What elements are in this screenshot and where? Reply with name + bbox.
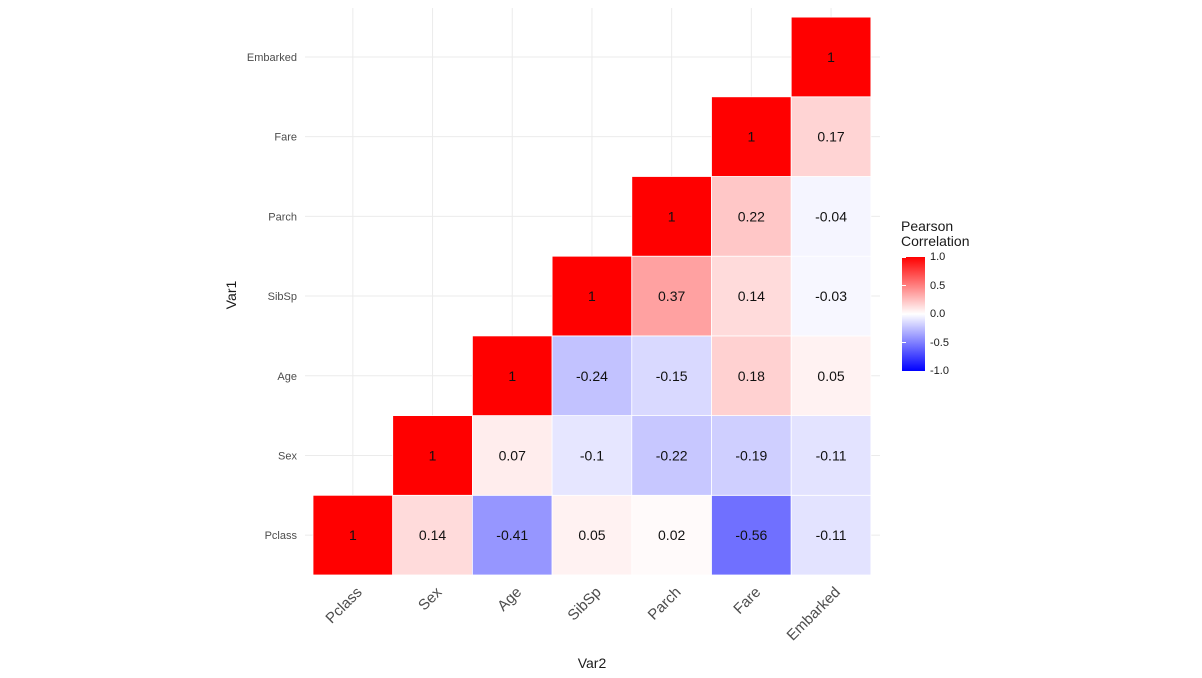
y-tick-label-age: Age (277, 371, 297, 383)
heatmap-tile-sibsp-parch (631, 255, 712, 337)
y-tick-label-embarked: Embarked (247, 52, 297, 64)
tile-value-label: 1 (668, 208, 676, 224)
tile-value-label: 1 (827, 49, 835, 65)
y-tick-label-pclass: Pclass (265, 530, 298, 542)
legend-tick-mark (902, 370, 906, 372)
x-tick-label-parch: Parch (645, 584, 685, 624)
tile-value-label: 0.14 (738, 288, 765, 304)
heatmap-tile-sex-embarked (790, 415, 872, 496)
tile-value-label: 0.05 (578, 527, 605, 543)
legend-colorbar (902, 257, 925, 371)
tile-value-label: 0.05 (817, 368, 844, 384)
tile-value-label: -0.11 (816, 527, 847, 543)
tile-value-label: 1 (588, 288, 596, 304)
legend-tick-mark (902, 342, 906, 343)
tile-value-label: -0.19 (735, 447, 767, 463)
y-axis: Pclass Sex Age SibSp Parch Fare Embarked (247, 52, 298, 542)
heatmap-tile-sex-fare (711, 415, 792, 496)
heatmap-tile-age-sibsp (551, 335, 633, 416)
tile-value-label: -0.22 (656, 447, 688, 463)
legend-tick-mark (902, 256, 906, 258)
heatmap-tile-sibsp-sibsp (551, 255, 633, 337)
heatmap-tile-fare-fare (711, 96, 792, 177)
y-tick-label-parch: Parch (268, 211, 297, 223)
y-tick-label-sex: Sex (278, 450, 297, 462)
legend-tick-label: -1.0 (930, 365, 949, 377)
tile-value-label: -0.24 (576, 368, 608, 384)
legend-tick-label: 1.0 (930, 251, 946, 263)
x-axis-title: Var2 (578, 655, 607, 671)
heatmap-tile-age-fare (711, 335, 792, 416)
tile-value-label: -0.11 (816, 447, 847, 463)
tile-value-label: 1 (349, 527, 357, 543)
heatmap-tiles (312, 16, 872, 576)
tile-value-label: 0.37 (658, 288, 685, 304)
tile-value-label: 0.02 (658, 527, 685, 543)
legend-tick-label: -0.5 (930, 336, 949, 349)
heatmap-tile-parch-fare (711, 176, 792, 257)
x-tick-label-sex: Sex (415, 583, 446, 614)
legend-tick-mark (902, 313, 906, 315)
tile-labels: 1 0.14 -0.41 0.05 0.02 -0.56 -0.11 1 0.07 -0.1 -0.… (349, 49, 847, 543)
y-tick-label-fare: Fare (274, 132, 297, 144)
legend-title: Pearson Correlation (901, 219, 969, 249)
x-tick-label-age: Age (494, 584, 525, 615)
heatmap-tile-fare-embarked (790, 96, 872, 177)
legend-tick-label: 0.5 (930, 279, 946, 292)
x-tick-label-embarked: Embarked (784, 584, 844, 644)
tile-value-label: -0.15 (656, 368, 688, 384)
tile-value-label: -0.04 (815, 208, 847, 224)
x-tick-label-pclass: Pclass (322, 584, 365, 627)
heatmap-tile-sibsp-embarked (790, 255, 872, 337)
y-axis-title: Var1 (223, 281, 239, 310)
legend-title-line2: Correlation (901, 233, 970, 249)
heatmap-tile-sibsp-fare (711, 255, 792, 337)
tile-value-label: 1 (429, 447, 437, 463)
tile-value-label: 0.07 (499, 447, 526, 463)
y-tick-label-sibsp: SibSp (268, 291, 297, 303)
heatmap-tile-pclass-age (471, 494, 553, 576)
heatmap-tile-embarked-embarked (790, 16, 872, 98)
tile-value-label: 0.22 (738, 208, 765, 224)
legend-tick-label: 0.0 (930, 308, 946, 320)
tile-value-label: 0.17 (817, 129, 844, 145)
heatmap-tile-sex-sex (392, 415, 473, 496)
tile-value-label: -0.03 (815, 288, 847, 304)
heatmap-tile-pclass-parch (631, 494, 712, 576)
legend-title-line1: Pearson (901, 218, 954, 234)
heatmap-tile-pclass-embarked (790, 494, 872, 576)
legend-tick-mark (902, 285, 906, 286)
tile-value-label: 0.18 (738, 368, 765, 384)
heatmap-tile-sex-age (471, 415, 553, 496)
heatmap-tile-age-embarked (790, 335, 872, 416)
x-tick-label-sibsp: SibSp (564, 584, 604, 624)
heatmap-tile-sex-parch (631, 415, 712, 496)
heatmap-tile-pclass-fare (711, 494, 792, 576)
tile-value-label: 1 (508, 368, 516, 384)
tile-value-label: -0.1 (580, 447, 604, 463)
tile-value-label: -0.56 (735, 527, 767, 543)
heatmap-tile-parch-parch (631, 176, 712, 257)
heatmap-tile-sex-sibsp (551, 415, 633, 496)
tile-value-label: 1 (747, 129, 755, 145)
x-axis: Pclass Sex Age SibSp Parch Fare Embarked (322, 583, 843, 644)
x-tick-label-fare: Fare (730, 584, 764, 618)
heatmap-tile-age-parch (631, 335, 712, 416)
heatmap-tile-age-age (471, 335, 553, 416)
tile-value-label: -0.41 (496, 527, 528, 543)
tile-value-label: 0.14 (419, 527, 446, 543)
heatmap-tile-parch-embarked (790, 176, 872, 257)
